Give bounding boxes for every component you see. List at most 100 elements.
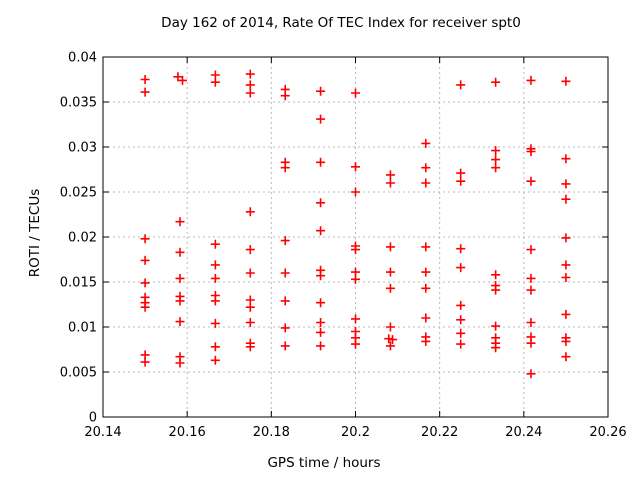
data-point-marker bbox=[210, 296, 220, 306]
data-point-marker bbox=[456, 339, 466, 349]
data-point-marker bbox=[491, 343, 501, 353]
x-tick-label: 20.16 bbox=[169, 425, 206, 440]
data-point-marker bbox=[526, 285, 536, 295]
data-point-marker bbox=[385, 322, 395, 332]
data-point-marker bbox=[526, 75, 536, 85]
data-point-marker bbox=[456, 328, 466, 338]
data-point-marker bbox=[526, 273, 536, 283]
data-point-marker bbox=[385, 341, 395, 351]
data-point-marker bbox=[210, 342, 220, 352]
data-point-marker bbox=[456, 263, 466, 273]
data-point-marker bbox=[351, 162, 360, 172]
data-point-marker bbox=[316, 157, 326, 167]
data-point-marker bbox=[561, 179, 571, 189]
data-point-marker bbox=[210, 273, 220, 283]
x-tick-label: 20.22 bbox=[421, 425, 458, 440]
x-tick-label: 20.14 bbox=[84, 425, 121, 440]
y-tick-label: 0.02 bbox=[68, 231, 97, 246]
data-point-marker bbox=[456, 168, 466, 178]
data-point-marker bbox=[140, 302, 150, 312]
data-point-marker bbox=[316, 114, 326, 124]
data-point-marker bbox=[491, 77, 501, 87]
data-point-marker bbox=[351, 274, 360, 284]
data-point-marker bbox=[316, 341, 326, 351]
data-point-marker bbox=[316, 226, 326, 236]
data-point-marker bbox=[561, 194, 571, 204]
data-point-marker bbox=[456, 300, 466, 310]
data-point-marker bbox=[245, 302, 255, 312]
y-tick-label: 0 bbox=[89, 411, 97, 426]
data-point-marker bbox=[421, 283, 431, 293]
data-point-marker bbox=[456, 80, 466, 90]
data-point-marker bbox=[280, 163, 290, 173]
data-point-marker bbox=[385, 267, 395, 277]
data-point-marker bbox=[175, 273, 185, 283]
data-point-marker bbox=[491, 285, 501, 295]
data-point-marker bbox=[316, 198, 326, 208]
data-point-marker bbox=[280, 323, 290, 333]
data-point-marker bbox=[526, 369, 536, 379]
data-point-marker bbox=[175, 217, 185, 227]
data-point-marker bbox=[210, 355, 220, 365]
data-point-marker bbox=[561, 273, 571, 282]
data-point-marker bbox=[421, 178, 431, 188]
data-point-marker bbox=[491, 146, 501, 156]
data-point-marker bbox=[280, 91, 290, 101]
data-point-marker bbox=[245, 268, 255, 278]
data-point-marker bbox=[351, 339, 360, 349]
data-point-marker bbox=[175, 317, 185, 327]
data-point-marker bbox=[210, 239, 220, 249]
y-tick-label: 0.01 bbox=[68, 321, 97, 336]
data-point-marker bbox=[140, 357, 150, 367]
data-point-marker bbox=[456, 244, 466, 254]
data-point-marker bbox=[351, 187, 360, 197]
x-axis-label: GPS time / hours bbox=[267, 455, 381, 471]
data-point-marker bbox=[173, 72, 183, 82]
y-tick-label: 0.04 bbox=[68, 51, 97, 66]
data-point-marker bbox=[526, 338, 536, 348]
data-point-marker bbox=[245, 245, 255, 255]
data-point-marker bbox=[245, 88, 255, 98]
data-point-marker bbox=[526, 147, 536, 156]
data-point-marker bbox=[316, 86, 326, 96]
data-point-marker bbox=[210, 77, 220, 87]
data-point-marker bbox=[316, 327, 326, 337]
chart-title: Day 162 of 2014, Rate Of TEC Index for r… bbox=[161, 15, 521, 31]
data-point-marker bbox=[561, 154, 571, 164]
y-tick-label: 0.005 bbox=[60, 366, 97, 381]
data-point-marker bbox=[421, 336, 431, 346]
x-tick-label: 20.18 bbox=[253, 425, 290, 440]
data-point-marker bbox=[421, 163, 431, 173]
data-point-marker bbox=[561, 76, 571, 86]
data-point-marker bbox=[421, 267, 431, 277]
y-tick-label: 0.035 bbox=[60, 96, 97, 111]
data-point-marker bbox=[280, 236, 290, 246]
data-point-marker bbox=[316, 318, 326, 327]
data-point-marker bbox=[245, 318, 255, 327]
y-tick-label: 0.03 bbox=[68, 141, 97, 156]
data-point-marker bbox=[140, 75, 150, 84]
data-point-marker bbox=[456, 315, 466, 325]
data-point-marker bbox=[526, 318, 536, 327]
data-point-marker bbox=[491, 270, 501, 280]
data-point-marker bbox=[140, 255, 150, 265]
data-point-marker bbox=[280, 268, 290, 278]
data-point-marker bbox=[280, 341, 290, 351]
data-point-marker bbox=[175, 296, 185, 306]
data-point-marker bbox=[421, 138, 431, 148]
data-point-marker bbox=[385, 170, 395, 180]
data-point-marker bbox=[175, 247, 185, 257]
data-point-marker bbox=[245, 80, 255, 90]
y-tick-label: 0.015 bbox=[60, 276, 97, 291]
data-point-marker bbox=[491, 163, 501, 173]
data-point-marker bbox=[561, 336, 571, 346]
data-point-marker bbox=[351, 245, 360, 255]
data-point-marker bbox=[491, 321, 501, 331]
data-point-marker bbox=[245, 342, 255, 352]
data-point-marker bbox=[561, 309, 571, 319]
data-point-marker bbox=[385, 178, 395, 188]
data-point-marker bbox=[385, 283, 395, 293]
x-tick-label: 20.24 bbox=[505, 425, 542, 440]
